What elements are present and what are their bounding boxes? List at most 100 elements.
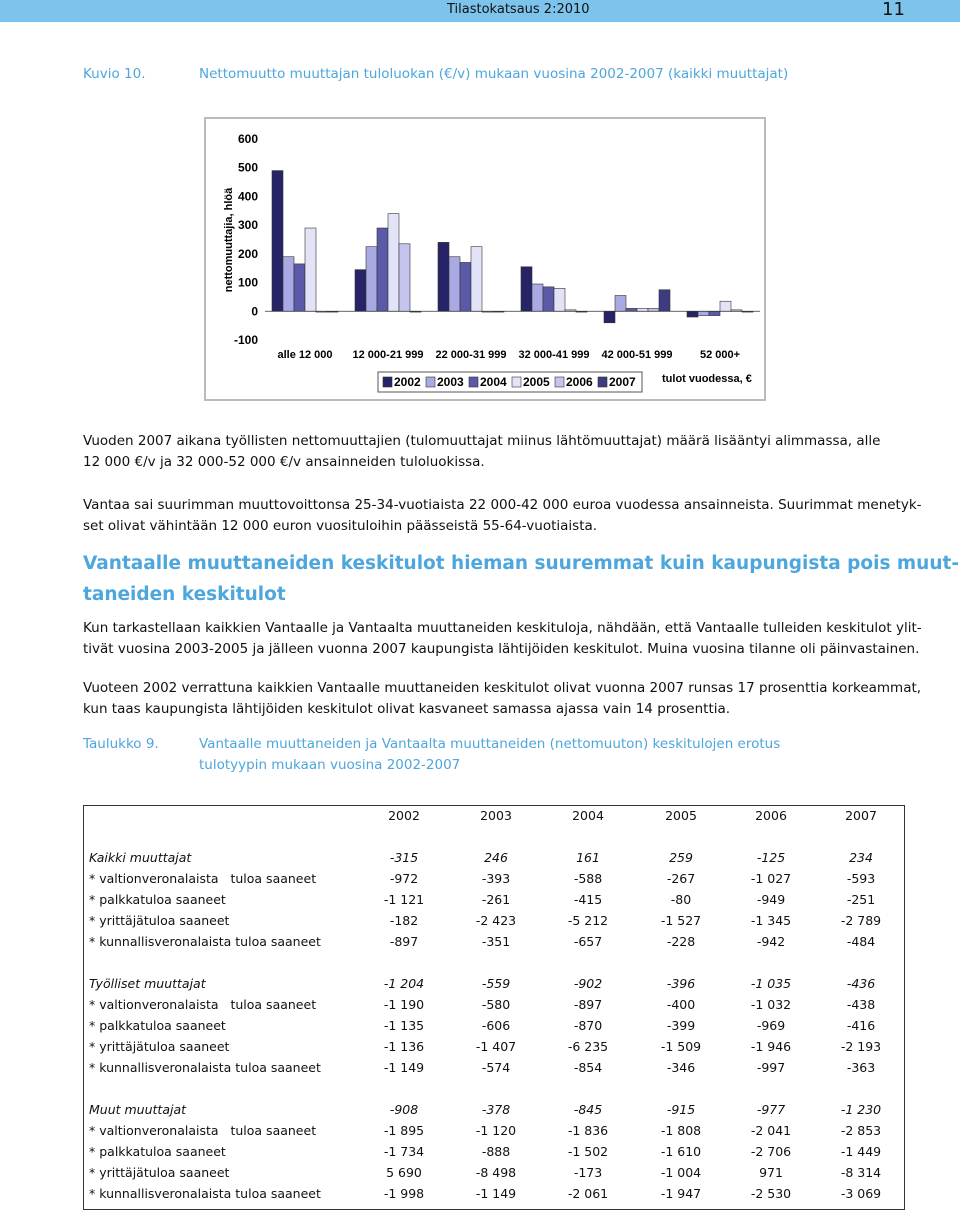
table-cell: * palkkatuloa saaneet: [89, 892, 226, 907]
bar: [553, 288, 566, 312]
legend-label: 2007: [609, 375, 636, 389]
table-cell: -251: [846, 892, 876, 907]
chart-frame: [204, 117, 766, 401]
table-cell: -1 345: [750, 913, 792, 928]
text-line: kun taas kaupungista lähtijöiden keskitu…: [83, 701, 731, 717]
y-tick-label: 500: [238, 161, 258, 175]
table-cell: -2 193: [840, 1039, 882, 1054]
table-cell: -267: [666, 871, 696, 886]
legend-label: 2006: [566, 375, 593, 389]
table-cell: -228: [666, 934, 696, 949]
bar: [719, 300, 732, 312]
table-cell: -902: [573, 976, 603, 991]
table-cell: * kunnallisveronalaista tuloa saaneet: [89, 1186, 321, 1201]
table-cell: -351: [481, 934, 511, 949]
text-line: Vuoden 2007 aikana työllisten nettomuutt…: [83, 433, 881, 449]
header-title: Tilastokatsaus 2:2010: [447, 2, 590, 17]
table-cell: -400: [666, 997, 696, 1012]
table-cell: * valtionveronalaista tuloa saaneet: [89, 871, 317, 886]
table-cell: -1 149: [383, 1060, 425, 1075]
table-cell: 234: [849, 850, 873, 865]
legend-swatch: [597, 376, 608, 388]
table-cell: * palkkatuloa saaneet: [89, 1018, 226, 1033]
bar: [658, 289, 671, 312]
table-cell: -1 004: [660, 1165, 702, 1180]
table-cell: 2003: [480, 808, 512, 823]
legend-box: [377, 371, 643, 393]
y-tick-label: 0: [251, 304, 258, 318]
text-line: Vuoteen 2002 verrattuna kaikkien Vantaal…: [83, 680, 922, 696]
table-cell: -845: [573, 1102, 603, 1117]
table-cell: -949: [756, 892, 786, 907]
table-cell: -606: [481, 1018, 511, 1033]
table-cell: -1 502: [567, 1144, 609, 1159]
chart: -100 0 100 200 300 400 500 600 nettomuuttajia, h…: [204, 117, 766, 401]
text-line: set olivat vähintään 12 000 euron vuosit…: [83, 518, 598, 534]
table-cell: -559: [481, 976, 511, 991]
page-number: 11: [882, 0, 905, 20]
table-cell: -854: [573, 1060, 603, 1075]
table-cell: * yrittäjätuloa saaneet: [89, 1165, 230, 1180]
table-cell: -1 998: [383, 1186, 425, 1201]
bar: [708, 310, 721, 316]
bar: [614, 295, 627, 312]
table-cell: -1 136: [383, 1039, 425, 1054]
text-line: 12 000 €/v ja 32 000-52 000 €/v ansainne…: [83, 454, 485, 470]
table-cell: -8 314: [840, 1165, 882, 1180]
x-tick-label: alle 12 000: [277, 349, 332, 361]
x-tick-label: 52 000+: [700, 349, 740, 361]
table-cell: * palkkatuloa saaneet: [89, 1144, 226, 1159]
bar: [520, 266, 533, 312]
table-cell: * valtionveronalaista tuloa saaneet: [89, 1123, 317, 1138]
table-cell: -125: [756, 850, 786, 865]
bar: [304, 227, 317, 312]
table-cell: -1 027: [750, 871, 792, 886]
bar: [293, 263, 306, 312]
table-cell: -574: [481, 1060, 511, 1075]
table-cell: -1 947: [660, 1186, 702, 1201]
bar: [365, 246, 378, 312]
table-cell: -378: [481, 1102, 511, 1117]
bar: [697, 310, 710, 316]
table-cell: -1 135: [383, 1018, 425, 1033]
bar: [398, 243, 411, 312]
table-cell: 5 690: [386, 1165, 422, 1180]
bar: [625, 308, 638, 312]
table-cell: -657: [573, 934, 603, 949]
table-cell: -1 895: [383, 1123, 425, 1138]
bar: [387, 213, 400, 312]
table-cell: -580: [481, 997, 511, 1012]
x-tick-label: 12 000-21 999: [353, 349, 424, 361]
table-cell: 971: [759, 1165, 783, 1180]
table-cell: -2 423: [475, 913, 517, 928]
x-tick-label: 32 000-41 999: [519, 349, 590, 361]
y-tick-label: -100: [234, 333, 258, 347]
legend-label: 2004: [480, 375, 507, 389]
bar: [542, 286, 555, 312]
table-cell: 2007: [845, 808, 877, 823]
table-cell: -1 610: [660, 1144, 702, 1159]
table-cell: -972: [389, 871, 419, 886]
table-cell: -997: [756, 1060, 786, 1075]
table-cell: -593: [846, 871, 876, 886]
table-cell: -2 853: [840, 1123, 882, 1138]
table-cell: -6 235: [567, 1039, 609, 1054]
table-cell: -2 706: [750, 1144, 792, 1159]
bar: [437, 242, 450, 312]
legend-swatch: [554, 376, 565, 388]
table-cell: Työlliset muuttajat: [89, 976, 206, 991]
table-cell: * yrittäjätuloa saaneet: [89, 1039, 230, 1054]
text-line: taneiden keskitulot: [83, 584, 286, 605]
text-line: Vantaalle muuttaneiden keskitulot hieman…: [83, 553, 960, 574]
table-cell: -393: [481, 871, 511, 886]
table-cell: -1 230: [840, 1102, 882, 1117]
table-cell: -1 527: [660, 913, 702, 928]
table-cell: -908: [389, 1102, 419, 1117]
y-tick-label: 400: [238, 189, 258, 203]
table-cell: -3 069: [840, 1186, 882, 1201]
table-cell: 246: [484, 850, 508, 865]
table-cell: -588: [573, 871, 603, 886]
table-cell: -415: [573, 892, 603, 907]
text-line: Kun tarkastellaan kaikkien Vantaalle ja …: [83, 620, 922, 636]
